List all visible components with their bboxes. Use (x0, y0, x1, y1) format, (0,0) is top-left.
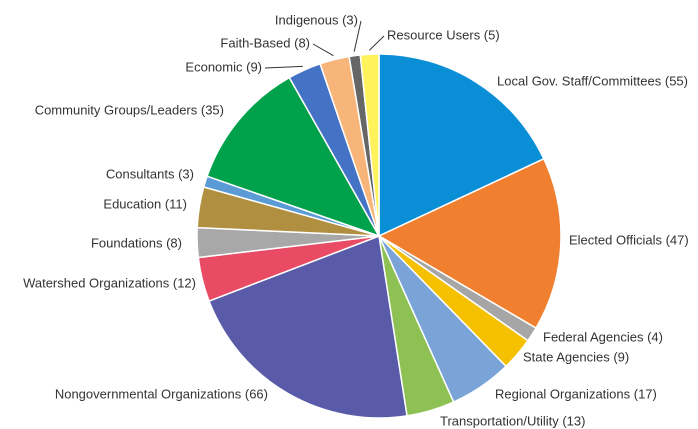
slice-label: Federal Agencies (4) (543, 329, 663, 344)
pie-slice (377, 157, 562, 330)
slice-label: Foundations (8) (91, 235, 182, 250)
slice-label: Regional Organizations (17) (495, 386, 657, 401)
slice-label: Local Gov. Staff/Committees (55) (497, 73, 688, 88)
slice-label: Watershed Organizations (12) (23, 275, 196, 290)
slice-label: Resource Users (5) (387, 27, 500, 42)
slice-label: Community Groups/Leaders (35) (35, 102, 224, 117)
pie-slice (206, 76, 381, 238)
slice-label: State Agencies (9) (523, 349, 629, 364)
pie-slice (378, 53, 545, 238)
leader-line (353, 20, 362, 52)
slice-label: Nongovernmental Organizations (66) (55, 386, 268, 401)
leader-line (264, 65, 303, 69)
pie-slice (208, 234, 408, 419)
slice-label: Consultants (3) (106, 166, 194, 181)
slice-label: Indigenous (3) (275, 12, 358, 27)
slice-label: Economic (9) (185, 59, 262, 74)
leader-line (312, 43, 334, 57)
slice-label: Faith-Based (8) (220, 35, 310, 50)
slice-label: Elected Officials (47) (569, 232, 689, 247)
pie-slice (359, 53, 380, 237)
slice-label: Education (11) (103, 196, 187, 211)
leader-line (369, 35, 385, 51)
slice-label: Transportation/Utility (13) (440, 413, 585, 428)
